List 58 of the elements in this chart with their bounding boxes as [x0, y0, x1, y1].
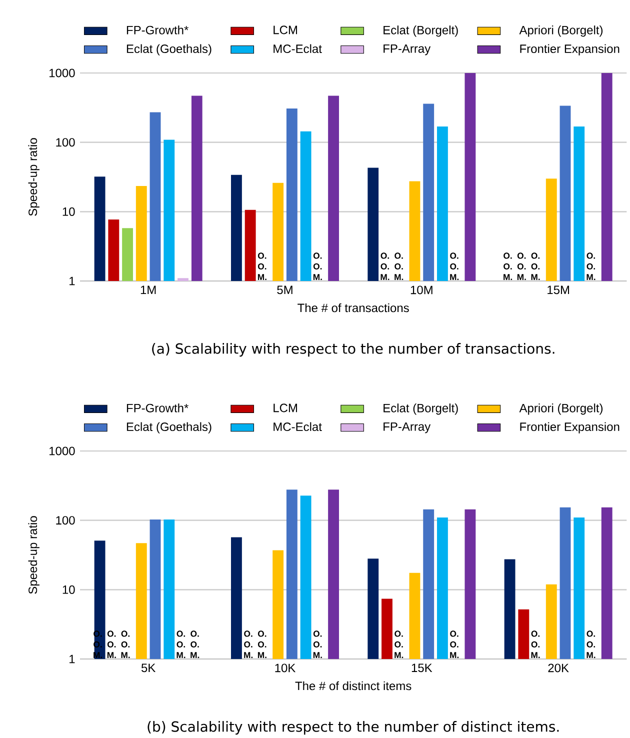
y-tick-label: 1 — [70, 276, 75, 286]
text: O. O. M. — [107, 630, 116, 658]
legend-label: Eclat (Borgelt) — [384, 26, 458, 37]
text: O. O. M. — [190, 630, 200, 658]
y-tick-label: 10 — [62, 207, 75, 216]
text: O. O. M. — [450, 630, 459, 658]
legend-label: Eclat (Borgelt) — [384, 404, 458, 415]
y-tick-label: 100 — [56, 138, 75, 147]
y-tick-label: 1000 — [50, 68, 75, 78]
text: O. O. M. — [504, 252, 512, 280]
text: O. O. M. — [258, 630, 266, 658]
x-tick-label: 20K — [548, 664, 569, 672]
legend-label: LCM — [274, 26, 297, 34]
text: O. O. M. — [244, 630, 253, 658]
text: O. O. M. — [176, 630, 186, 658]
x-axis-title: The # of distinct items — [295, 681, 412, 690]
text: O. O. M. — [450, 252, 459, 280]
y-tick-label: 1000 — [50, 446, 75, 456]
text: O. O. M. — [313, 630, 322, 658]
y-axis-title: Speed-up ratio — [28, 516, 40, 594]
legend-label: Apriori (Borgelt) — [519, 26, 603, 37]
legend-label: FP-Growth* — [126, 26, 188, 34]
legend-label: Frontier Expansion — [520, 44, 620, 56]
y-axis-title: Speed-up ratio — [28, 138, 40, 216]
text: O. O. M. — [258, 252, 266, 280]
legend-label: MC-Eclat — [274, 422, 322, 432]
legend-label: Eclat (Goethals) — [126, 422, 212, 434]
text: O. O. M. — [394, 252, 404, 280]
legend-label: FP-Array — [384, 44, 431, 56]
x-tick-label: 10K — [275, 664, 296, 672]
text: (b) Scalability with respect to the number of distinct items. — [148, 721, 559, 735]
text: O. O. M. — [313, 252, 322, 280]
legend-label: MC-Eclat — [274, 44, 322, 54]
text: O. O. M. — [586, 630, 596, 658]
text: O. O. M. — [394, 630, 404, 658]
x-tick-label: 5K — [141, 664, 156, 672]
legend-label: Frontier Expansion — [520, 422, 620, 434]
text: O. O. M. — [586, 252, 596, 280]
legend-label: Eclat (Goethals) — [126, 44, 212, 56]
text: O. O. M. — [380, 252, 390, 280]
text: O. O. M. — [531, 252, 540, 280]
legend-label: LCM — [274, 404, 297, 412]
y-tick-label: 10 — [62, 585, 75, 594]
x-tick-label: 1M — [140, 286, 156, 294]
x-axis-title: The # of transactions — [298, 303, 409, 312]
text: (a) Scalability with respect to the number of transactions. — [152, 343, 554, 357]
y-tick-label: 100 — [56, 516, 75, 525]
legend-label: FP-Array — [384, 422, 431, 434]
y-tick-label: 1 — [70, 654, 75, 664]
x-tick-label: 15K — [412, 664, 432, 672]
text: O. O. M. — [531, 630, 540, 658]
legend-label: Apriori (Borgelt) — [519, 404, 603, 415]
legend-label: FP-Growth* — [126, 404, 188, 412]
text: O. O. M. — [121, 630, 130, 658]
x-tick-label: 15M — [548, 286, 570, 294]
x-tick-label: 10M — [410, 286, 432, 294]
x-tick-label: 5M — [277, 286, 292, 294]
text: O. O. M. — [517, 252, 526, 280]
